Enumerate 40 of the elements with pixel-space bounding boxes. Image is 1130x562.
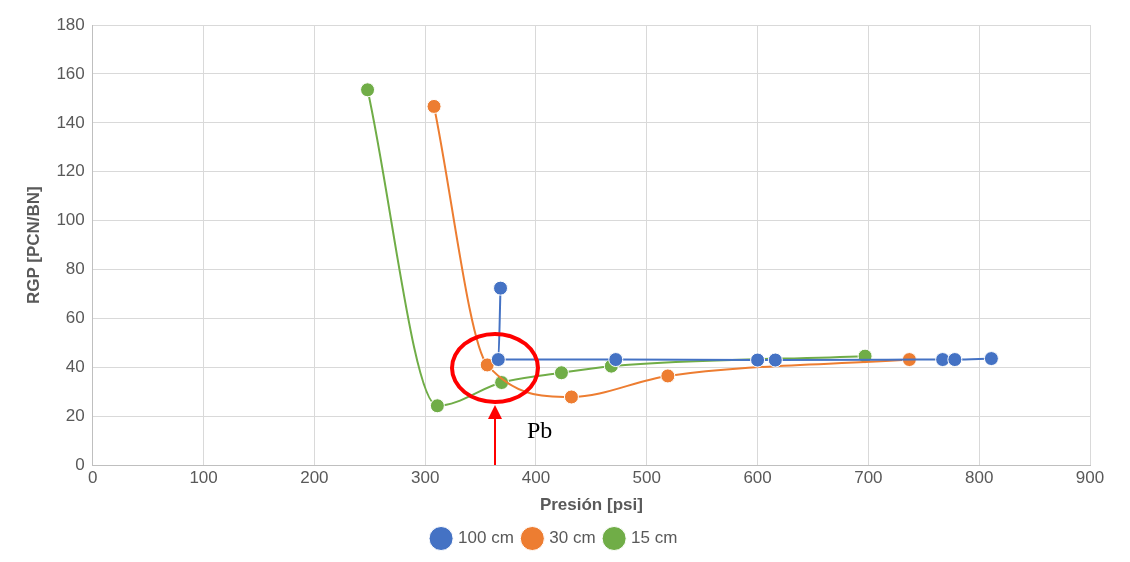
legend-label: 100 cm [458, 528, 514, 548]
x-tick-label: 600 [743, 468, 772, 488]
x-tick-label: 800 [965, 468, 994, 488]
point [983, 351, 999, 367]
y-tick-label: 0 [75, 454, 85, 474]
y-tick-label: 160 [56, 63, 85, 83]
y-tick-label: 140 [56, 112, 85, 132]
x-tick-label: 400 [521, 468, 551, 488]
x-tick-label: 500 [632, 468, 661, 488]
point [750, 352, 766, 368]
x-tick-label: 900 [1075, 468, 1105, 488]
y-tick-label: 100 [56, 210, 85, 230]
point [608, 352, 624, 368]
point [563, 389, 579, 405]
legend-label: 30 cm [549, 528, 596, 548]
x-tick-label: 300 [410, 468, 440, 488]
y-tick-label: 120 [56, 161, 85, 181]
y-tick-label: 80 [65, 259, 85, 279]
point [553, 365, 569, 381]
point [493, 280, 509, 296]
legend-label: 15 cm [631, 528, 678, 548]
y-tick-label: 20 [65, 405, 85, 425]
x-tick-label: 100 [189, 468, 218, 488]
y-axis-title: RGP [PCN/BN] [23, 186, 43, 304]
ref-line-label: Pb [526, 417, 553, 445]
point [947, 352, 963, 368]
point [360, 82, 376, 98]
x-axis-title: Presión [psi] [539, 495, 643, 515]
point [479, 357, 495, 373]
point [490, 352, 506, 368]
point [767, 352, 783, 368]
x-tick-label: 700 [854, 468, 883, 488]
point [660, 368, 676, 384]
point [426, 98, 442, 114]
y-tick-label: 60 [65, 308, 85, 328]
y-tick-label: 180 [56, 14, 85, 34]
x-tick-label: 200 [300, 468, 329, 488]
x-tick-label: 0 [88, 468, 98, 488]
point [429, 398, 445, 414]
y-tick-label: 40 [65, 357, 85, 377]
